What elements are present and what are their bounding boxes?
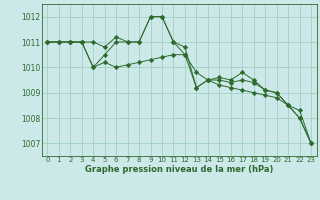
X-axis label: Graphe pression niveau de la mer (hPa): Graphe pression niveau de la mer (hPa)	[85, 165, 273, 174]
